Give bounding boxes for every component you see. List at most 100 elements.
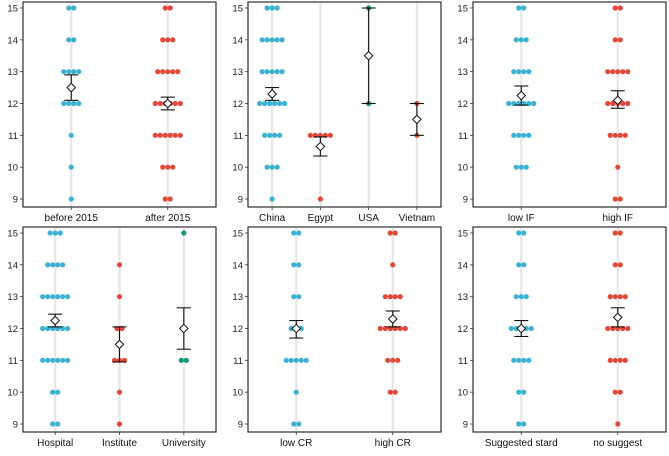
- data-point: [516, 357, 522, 363]
- data-point: [615, 69, 621, 75]
- data-point: [327, 132, 333, 138]
- data-point: [610, 100, 616, 107]
- data-point: [76, 69, 82, 75]
- data-point: [68, 164, 74, 170]
- data-point: [274, 37, 280, 43]
- category-label: Egypt: [308, 213, 334, 224]
- data-point: [65, 325, 71, 332]
- chart-panel-4: 9 10 11 12 13 14 15 Hospital Institute University: [7, 226, 217, 449]
- data-point: [617, 230, 623, 236]
- data-point: [291, 262, 297, 268]
- data-point: [66, 69, 72, 75]
- data-point: [175, 69, 181, 75]
- data-point: [622, 132, 628, 138]
- data-point: [160, 37, 166, 43]
- data-point: [167, 5, 173, 11]
- data-point: [516, 262, 522, 268]
- data-point: [531, 100, 537, 107]
- data-point: [523, 325, 529, 332]
- data-point: [607, 132, 613, 138]
- data-point: [526, 357, 532, 363]
- data-point: [40, 294, 46, 300]
- mean-marker: [516, 323, 527, 334]
- data-point: [516, 421, 522, 427]
- data-point: [264, 5, 270, 11]
- data-point: [615, 421, 621, 427]
- y-tick-label: 9: [238, 420, 243, 431]
- data-point: [605, 100, 611, 107]
- data-point: [45, 357, 51, 363]
- data-point: [177, 132, 183, 138]
- data-point: [170, 164, 176, 170]
- data-point: [162, 132, 168, 138]
- data-point: [516, 132, 522, 138]
- data-point: [269, 164, 275, 170]
- mean-marker: [291, 323, 302, 334]
- data-point: [620, 69, 626, 75]
- category-label: before 2015: [45, 213, 99, 224]
- data-point: [513, 164, 519, 170]
- data-point: [61, 69, 67, 75]
- data-point: [178, 357, 184, 363]
- data-point: [617, 5, 623, 11]
- data-point: [516, 389, 522, 395]
- panel-frame: [247, 1, 442, 208]
- data-point: [288, 357, 294, 363]
- data-point: [291, 230, 297, 236]
- mean-marker: [66, 82, 77, 93]
- data-point: [282, 100, 288, 107]
- data-point: [521, 69, 527, 75]
- chart-panel-5: 9 10 11 12 13 14 15 low CR high CR: [232, 226, 442, 449]
- mean-marker: [387, 314, 398, 324]
- data-point: [511, 357, 517, 363]
- y-tick-label: 11: [8, 131, 18, 142]
- data-point: [605, 69, 611, 75]
- data-point: [622, 294, 628, 300]
- data-point: [267, 100, 273, 107]
- data-point: [52, 230, 58, 236]
- data-point: [157, 132, 163, 138]
- data-point: [605, 325, 611, 332]
- data-point: [518, 164, 524, 170]
- data-point: [392, 389, 398, 395]
- data-point: [259, 37, 265, 43]
- data-point: [170, 37, 176, 43]
- y-tick-label: 15: [7, 229, 18, 240]
- data-point: [66, 100, 72, 107]
- data-point: [65, 357, 71, 363]
- category-label: China: [259, 213, 286, 224]
- data-point: [183, 357, 189, 363]
- data-point: [71, 100, 77, 107]
- y-tick-label: 9: [463, 420, 468, 431]
- data-point: [387, 230, 393, 236]
- data-point: [167, 132, 173, 138]
- data-point: [625, 325, 631, 332]
- data-point: [526, 132, 532, 138]
- category-label: USA: [358, 213, 379, 224]
- data-point: [269, 69, 275, 75]
- data-point: [526, 69, 532, 75]
- y-tick-label: 11: [233, 356, 243, 367]
- data-point: [55, 357, 61, 363]
- data-point: [607, 357, 613, 363]
- data-point: [55, 262, 61, 268]
- y-tick-label: 15: [457, 4, 468, 15]
- y-tick-label: 11: [458, 131, 468, 142]
- data-point: [523, 37, 529, 43]
- data-point: [259, 69, 265, 75]
- y-tick-label: 10: [232, 388, 243, 399]
- y-tick-label: 14: [7, 260, 18, 271]
- mean-marker: [114, 339, 125, 350]
- y-tick-label: 11: [233, 131, 243, 142]
- data-point: [612, 5, 618, 11]
- y-tick-label: 15: [232, 4, 243, 15]
- data-point: [293, 389, 299, 395]
- data-point: [291, 421, 297, 427]
- data-point: [60, 262, 66, 268]
- data-point: [612, 389, 618, 395]
- data-point: [267, 132, 273, 138]
- data-point: [269, 196, 275, 202]
- y-tick-label: 10: [7, 388, 18, 399]
- data-point: [385, 357, 391, 363]
- data-point: [625, 69, 631, 75]
